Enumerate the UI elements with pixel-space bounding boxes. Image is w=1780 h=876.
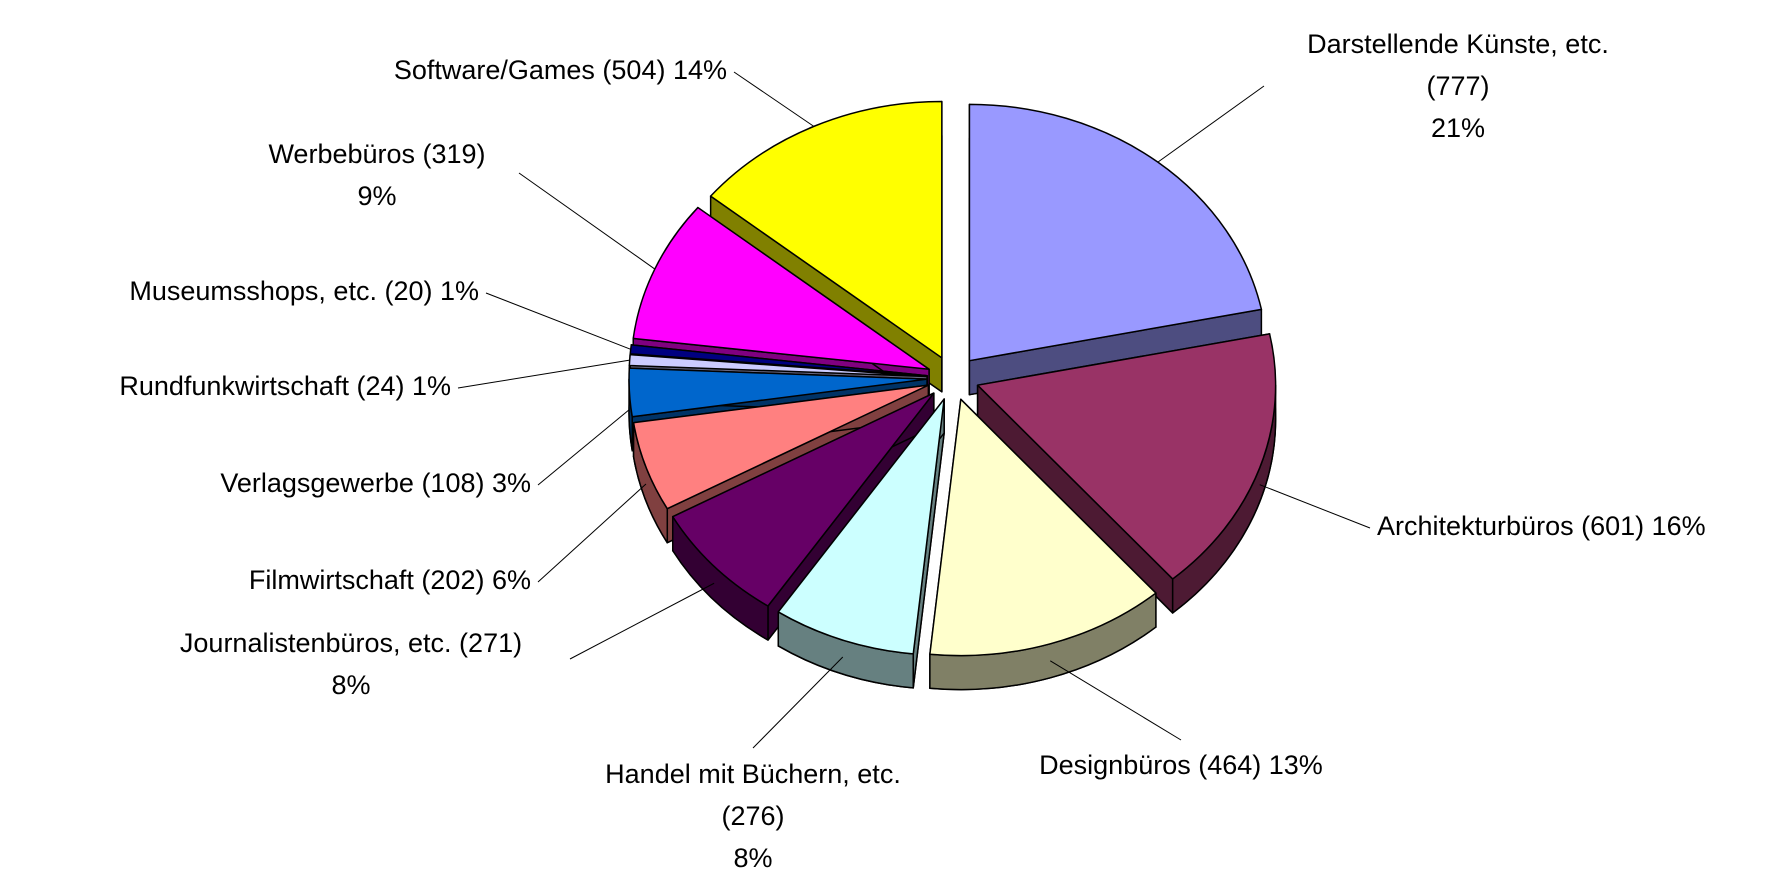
leader-line [1157, 85, 1265, 163]
slice [968, 103, 1263, 362]
leader-line [1259, 484, 1371, 529]
slice-label: Designbüros (464) 13% [1039, 750, 1323, 780]
slice [632, 206, 930, 371]
slice-label: (777) [1426, 71, 1489, 101]
slice [632, 384, 930, 510]
leader-line [485, 292, 631, 350]
slice [709, 100, 943, 359]
slice-label: Software/Games (504) 14% [394, 55, 727, 85]
leader-line [1049, 660, 1182, 741]
slice [628, 367, 928, 418]
slice-label: 8% [331, 670, 370, 700]
slice [777, 398, 945, 655]
leader-line [537, 409, 630, 486]
slice-label: Journalistenbüros, etc. (271) [180, 628, 522, 658]
slice-label: Architekturbüros (601) 16% [1377, 511, 1706, 541]
leader-line [457, 359, 630, 389]
slice-label: 9% [357, 181, 396, 211]
slice-label: Werbebüros (319) [268, 139, 485, 169]
leader-line [752, 656, 844, 749]
leader-line [537, 483, 647, 583]
slice-label: 21% [1431, 113, 1485, 143]
slice-label: Filmwirtschaft (202) 6% [249, 565, 531, 595]
slice-label: Museumsshops, etc. (20) 1% [129, 276, 479, 306]
slice [929, 398, 1157, 657]
leader-line [569, 582, 715, 660]
slice-label: Rundfunkwirtschaft (24) 1% [119, 371, 451, 401]
slice-label: Darstellende Künste, etc. [1307, 29, 1609, 59]
slice [671, 392, 935, 607]
slice-label: Verlagsgewerbe (108) 3% [220, 468, 531, 498]
slice-label: Handel mit Büchern, etc. [605, 759, 901, 789]
slice [976, 333, 1277, 580]
leader-line [518, 172, 656, 270]
leader-line [733, 71, 815, 127]
slice-label: (276) [721, 801, 784, 831]
slice-label: 8% [733, 843, 772, 873]
